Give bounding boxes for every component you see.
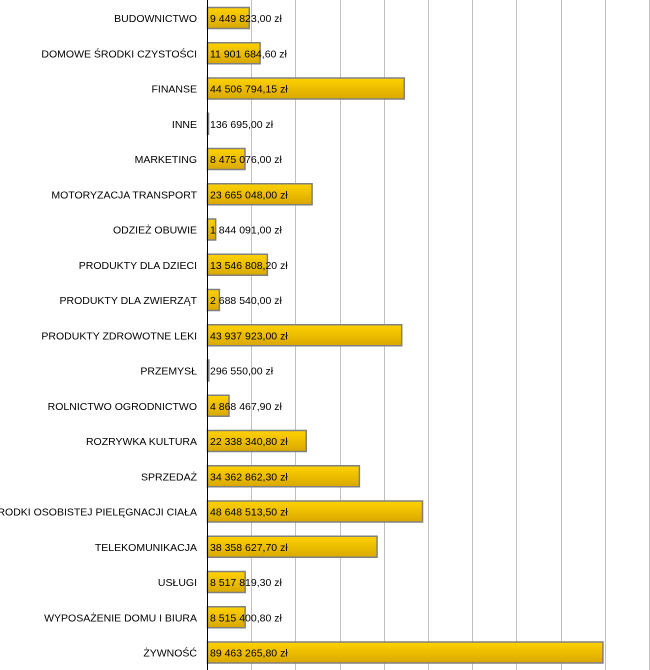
- value-label: 4 868 467,90 zł: [210, 401, 282, 413]
- value-label: 43 937 923,00 zł: [210, 330, 288, 342]
- category-label: DOMOWE ŚRODKI CZYSTOŚCI: [41, 47, 197, 60]
- category-label: USŁUGI: [158, 577, 197, 589]
- category-label: ŻYWNOŚĆ: [143, 647, 197, 660]
- category-label: TELEKOMUNIKACJA: [95, 542, 197, 554]
- value-label: 8 475 076,00 zł: [210, 154, 282, 166]
- value-label: 22 338 340,80 zł: [210, 436, 288, 448]
- value-label: 38 358 627,70 zł: [210, 542, 288, 554]
- value-label: 136 695,00 zł: [210, 119, 274, 131]
- value-label: 89 463 265,80 zł: [210, 648, 288, 660]
- category-label: SPRZEDAŻ: [141, 470, 198, 483]
- labels: BUDOWNICTWO 9 449 823,00 zł DOMOWE ŚRODKI …: [0, 13, 288, 660]
- category-label: PRODUKTY ZDROWOTNE LEKI: [41, 330, 197, 342]
- value-label: 34 362 862,30 zł: [210, 471, 288, 483]
- category-label: BUDOWNICTWO: [114, 13, 197, 25]
- value-label: 11 901 684,60 zł: [210, 48, 288, 60]
- category-label: FINANSE: [151, 84, 197, 96]
- value-label: 23 665 048,00 zł: [210, 189, 288, 201]
- value-label: 8 517 819,30 zł: [210, 577, 282, 589]
- value-label: 44 506 794,15 zł: [210, 84, 288, 96]
- category-label: PRODUKTY DLA DZIECI: [79, 260, 197, 272]
- value-label: 1 844 091,00 zł: [210, 225, 282, 237]
- category-label: ODZIEŻ OBUWIE: [113, 224, 197, 237]
- value-label: 48 648 513,50 zł: [210, 507, 288, 519]
- category-label: INNE: [172, 119, 197, 131]
- value-label: 296 550,00 zł: [210, 366, 274, 378]
- category-label: ROZRYWKA KULTURA: [86, 436, 197, 448]
- category-label: MOTORYZACJA TRANSPORT: [51, 189, 197, 201]
- value-label: 8 515 400,80 zł: [210, 612, 282, 624]
- category-label: ŚRODKI OSOBISTEJ PIELĘGNACJI CIAŁA: [0, 506, 197, 519]
- category-label: PRODUKTY DLA ZWIERZĄT: [60, 295, 198, 307]
- value-label: 2 688 540,00 zł: [210, 295, 282, 307]
- category-label: WYPOSAŻENIE DOMU I BIURA: [44, 611, 197, 624]
- category-label: MARKETING: [135, 154, 197, 166]
- category-label: PRZEMYSŁ: [140, 366, 197, 378]
- category-label: ROLNICTWO OGRODNICTWO: [48, 401, 197, 413]
- value-label: 9 449 823,00 zł: [210, 13, 282, 25]
- value-label: 13 546 808,20 zł: [210, 260, 288, 272]
- bars: [206, 6, 604, 664]
